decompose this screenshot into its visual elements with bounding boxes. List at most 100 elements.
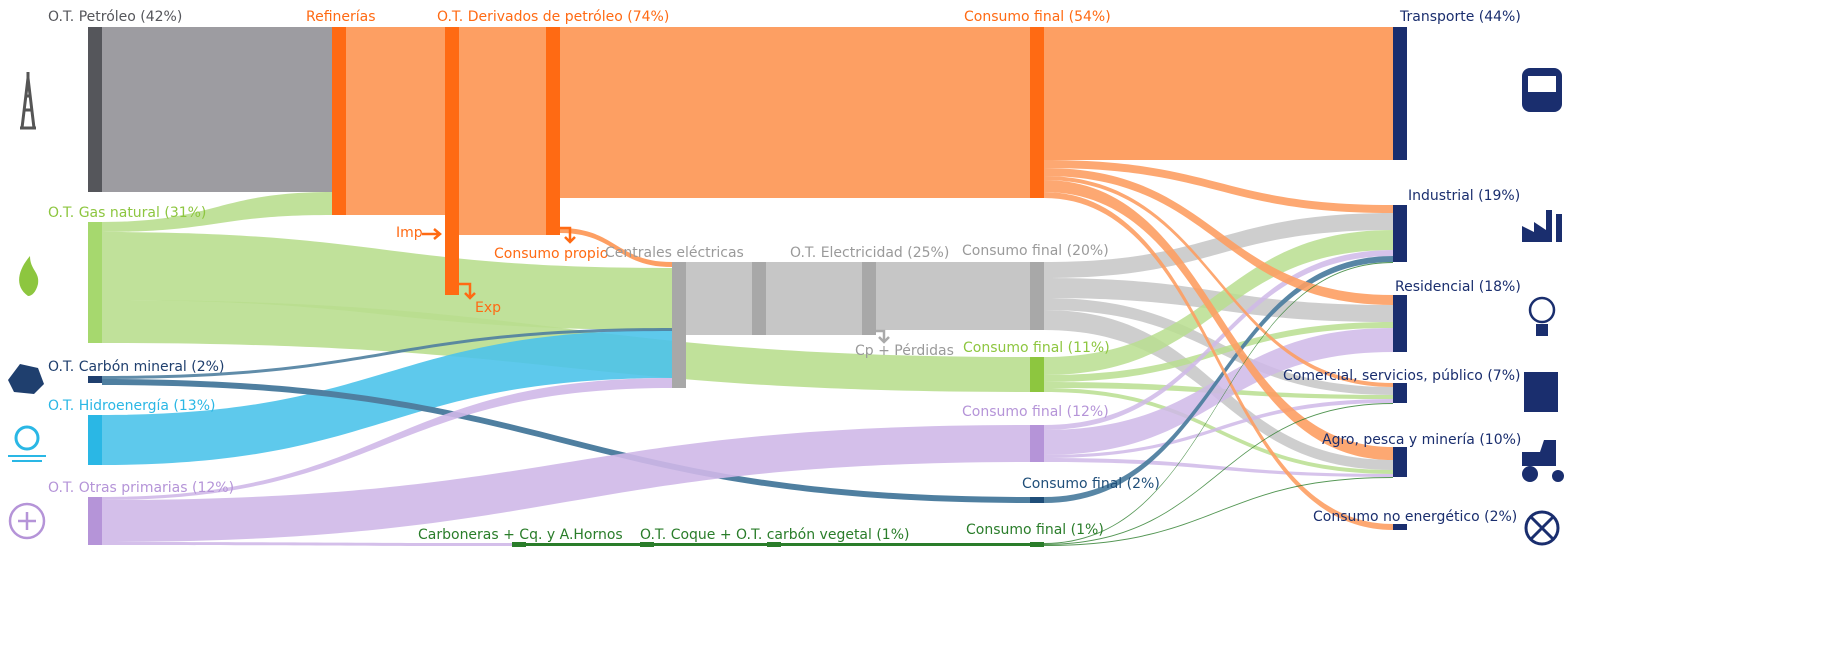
- node-label: Centrales eléctricas: [605, 245, 744, 261]
- node-label: Carboneras + Cq. y A.Hornos: [418, 527, 623, 543]
- node-bar: [752, 262, 766, 335]
- node-bar: [445, 27, 459, 295]
- node-label: O.T. Gas natural (31%): [48, 205, 206, 221]
- node-label: O.T. Electricidad (25%): [790, 245, 949, 261]
- node-bar: [1393, 524, 1407, 530]
- flow: [1044, 388, 1393, 474]
- node-bar: [1030, 357, 1044, 392]
- node-label: Imp: [396, 225, 423, 241]
- flow: [102, 27, 332, 192]
- flow: [1044, 322, 1393, 382]
- node-label: Consumo final (54%): [964, 9, 1111, 25]
- node-bar: [1393, 447, 1407, 477]
- flow: [102, 379, 1030, 503]
- flow: [876, 262, 1030, 330]
- flow: [560, 27, 1030, 198]
- flow: [1044, 168, 1393, 305]
- flow: [1044, 458, 1393, 477]
- node-label: Exp: [475, 300, 501, 316]
- hydro-waves: [8, 455, 46, 462]
- non-energy-icon: [1524, 510, 1560, 546]
- node-bar: [640, 542, 654, 547]
- node-label: O.T. Derivados de petróleo (74%): [437, 9, 669, 25]
- flow: [1044, 262, 1393, 544]
- tractor-wheel-small: [1552, 470, 1564, 482]
- flow: [459, 27, 546, 235]
- node-bar: [1030, 542, 1044, 547]
- icons: [8, 68, 1564, 546]
- flow: [1044, 176, 1393, 387]
- node-label: Residencial (18%): [1395, 279, 1521, 295]
- flow: [560, 228, 672, 267]
- node-label: Cp + Pérdidas: [855, 343, 954, 359]
- flow: [1044, 298, 1393, 395]
- node-label: Consumo no energético (2%): [1313, 509, 1517, 525]
- oil-icon: [20, 72, 36, 130]
- node-bar: [1393, 295, 1407, 352]
- gas-icon: [19, 256, 39, 296]
- flow: [102, 328, 672, 379]
- flow: [1044, 180, 1393, 460]
- flow: [1044, 256, 1393, 503]
- flow: [1044, 250, 1393, 430]
- node-label: Consumo final (12%): [962, 404, 1109, 420]
- node-bar: [862, 262, 876, 335]
- labels: O.T. Petróleo (42%) Refinerías O.T. Deri…: [48, 9, 1521, 543]
- node-bar: [1030, 425, 1044, 462]
- perdidas-arrow: [876, 329, 890, 344]
- flow: [346, 27, 445, 215]
- node-bar: [88, 415, 102, 465]
- node-bar: [1030, 497, 1044, 503]
- flow: [102, 330, 672, 465]
- node-label: Consumo final (20%): [962, 243, 1109, 259]
- flow: [1044, 477, 1393, 546]
- arrows: [422, 226, 890, 344]
- node-label: Consumo final (2%): [1022, 476, 1160, 492]
- node-label: O.T. Carbón mineral (2%): [48, 359, 224, 375]
- coal-icon: [8, 364, 44, 394]
- other-icon-plus: [18, 512, 36, 530]
- flow: [686, 262, 752, 335]
- flow: [1044, 328, 1393, 455]
- flow: [102, 425, 1030, 542]
- node-label: Consumo final (11%): [963, 340, 1110, 356]
- node-label: O.T. Coque + O.T. carbón vegetal (1%): [640, 527, 909, 543]
- hydro-icon: [14, 425, 40, 451]
- consumo-propio-arrow: [560, 226, 576, 244]
- flow: [1044, 403, 1393, 545]
- flow: [102, 232, 672, 330]
- flow: [1044, 213, 1393, 278]
- node-label: Agro, pesca y minería (10%): [1322, 432, 1521, 448]
- flow: [1044, 192, 1393, 530]
- flow: [1044, 160, 1393, 213]
- node-label: O.T. Petróleo (42%): [48, 9, 182, 25]
- node-bar: [672, 262, 686, 388]
- node-bars: [88, 27, 1407, 547]
- bulb-icon: [1528, 296, 1556, 324]
- node-label: O.T. Hidroenergía (13%): [48, 398, 215, 414]
- node-bar: [1030, 262, 1044, 330]
- node-bar: [1393, 205, 1407, 262]
- node-label: Refinerías: [306, 9, 376, 25]
- node-bar: [1393, 383, 1407, 403]
- flow: [102, 192, 332, 232]
- industry-icon: [1522, 210, 1562, 242]
- tractor-body: [1522, 440, 1556, 466]
- node-bar: [88, 27, 102, 192]
- flow: [1044, 399, 1393, 458]
- imp-arrow: [422, 228, 442, 240]
- node-bar: [546, 27, 560, 235]
- node-bar: [1393, 27, 1407, 160]
- node-label: Industrial (19%): [1408, 188, 1520, 204]
- node-bar: [767, 542, 781, 547]
- node-bar: [88, 222, 102, 343]
- bulb-base: [1536, 324, 1548, 336]
- non-energy-cross: [1528, 514, 1556, 542]
- flow: [1044, 27, 1393, 160]
- flow: [102, 378, 672, 500]
- flow: [766, 262, 862, 335]
- node-bar: [332, 27, 346, 215]
- building-icon: [1524, 372, 1558, 412]
